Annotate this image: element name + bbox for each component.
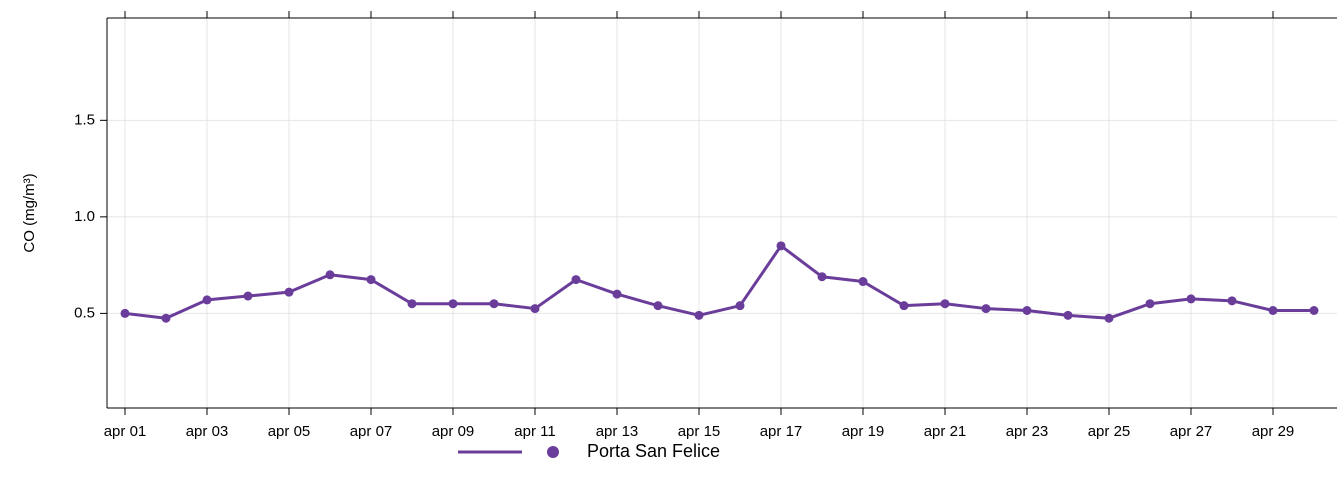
- x-tick-label: apr 19: [842, 423, 885, 440]
- x-tick-label: apr 21: [924, 423, 967, 440]
- legend-marker: [547, 446, 559, 458]
- x-tick-label: apr 17: [760, 423, 803, 440]
- data-point: [1063, 310, 1073, 320]
- data-point: [448, 299, 458, 309]
- x-tick-label: apr 23: [1006, 423, 1049, 440]
- x-tick-label: apr 01: [104, 423, 147, 440]
- data-point: [120, 308, 130, 318]
- data-point: [1022, 306, 1032, 315]
- y-tick-label: 1.0: [74, 208, 95, 225]
- y-axis-label: CO (mg/m³): [21, 173, 38, 252]
- y-tick-label: 0.5: [74, 304, 95, 321]
- data-point: [694, 310, 704, 320]
- data-point: [735, 301, 745, 311]
- legend-label: Porta San Felice: [587, 441, 720, 461]
- data-point: [653, 301, 663, 311]
- data-point: [1227, 296, 1237, 306]
- data-point: [940, 299, 950, 309]
- x-tick-label: apr 07: [350, 423, 393, 440]
- x-tick-label: apr 11: [514, 423, 555, 440]
- x-tick-label: apr 15: [678, 423, 721, 440]
- data-point: [1309, 306, 1319, 315]
- x-tick-label: apr 03: [186, 423, 229, 440]
- data-point: [981, 304, 991, 314]
- data-point: [161, 313, 171, 323]
- x-tick-label: apr 09: [432, 423, 475, 440]
- data-point: [1186, 294, 1196, 304]
- x-tick-label: apr 29: [1252, 423, 1295, 440]
- data-point: [858, 277, 868, 287]
- data-point: [1145, 299, 1155, 309]
- data-point: [1268, 306, 1278, 315]
- data-point: [366, 275, 376, 285]
- x-tick-label: apr 13: [596, 423, 639, 440]
- data-point: [776, 241, 786, 251]
- data-point: [202, 295, 212, 305]
- x-tick-label: apr 27: [1170, 423, 1213, 440]
- data-point: [571, 275, 581, 285]
- data-point: [284, 287, 294, 297]
- data-point: [1104, 313, 1114, 323]
- x-tick-label: apr 05: [268, 423, 311, 440]
- data-point: [530, 304, 540, 314]
- data-line: [124, 244, 1314, 320]
- data-point: [407, 299, 417, 309]
- data-point: [612, 289, 622, 299]
- data-point: [899, 301, 909, 311]
- data-point: [817, 272, 827, 282]
- x-tick-label: apr 25: [1088, 423, 1131, 440]
- y-tick-label: 1.5: [74, 111, 95, 128]
- data-point: [325, 270, 335, 280]
- data-point: [243, 291, 253, 301]
- data-point: [489, 299, 499, 309]
